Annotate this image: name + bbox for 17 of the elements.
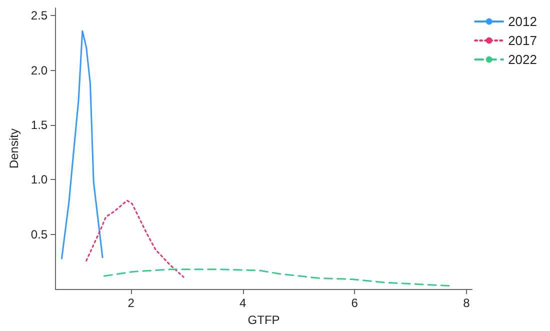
line-series xyxy=(60,30,104,260)
line-series xyxy=(103,268,452,287)
x-axis-title: GTFP xyxy=(248,313,280,327)
legend-label: 2012 xyxy=(508,14,537,29)
x-tick-label: 6 xyxy=(351,296,358,310)
x-tick-label: 4 xyxy=(239,296,246,310)
legend-label: 2022 xyxy=(508,52,537,67)
y-tick-label: 2.0 xyxy=(30,63,48,78)
legend-label: 2017 xyxy=(508,33,537,48)
line-series xyxy=(86,200,184,278)
y-tick-label: 2.5 xyxy=(30,8,48,23)
y-tick-label: 0.5 xyxy=(30,227,48,242)
x-tick-label: 8 xyxy=(463,296,470,310)
y-tick-label: 1.5 xyxy=(30,118,48,132)
y-axis-title: Density xyxy=(7,128,21,169)
y-tick-label: 1.0 xyxy=(30,172,48,187)
x-tick-label: 2 xyxy=(128,296,135,310)
